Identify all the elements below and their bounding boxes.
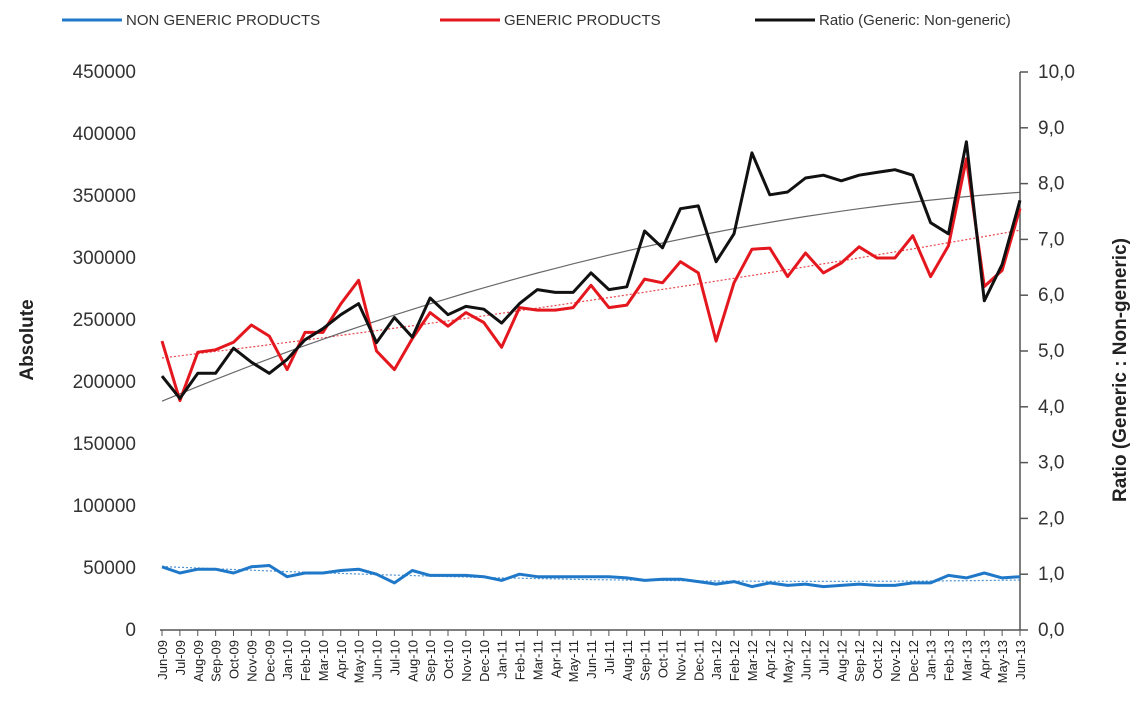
left-axis-title: Absolute	[17, 299, 38, 380]
x-tick-label: May-13	[995, 640, 1010, 683]
x-tick-label: Apr-11	[548, 640, 563, 678]
x-tick-label: Dec-12	[906, 640, 921, 682]
x-tick-label: Mar-11	[530, 640, 545, 680]
left-tick-label: 50000	[83, 558, 136, 579]
right-tick-label: 3,0	[1038, 453, 1064, 474]
x-tick-label: Feb-10	[298, 640, 313, 681]
x-tick-label: Oct-09	[227, 640, 242, 679]
x-tick-label: Apr-10	[334, 640, 349, 679]
x-tick-label: Jul-11	[602, 640, 617, 674]
trendlines	[161, 191, 1021, 582]
series-line-generic-products	[160, 157, 1022, 403]
x-tick-label: Jan-13	[924, 640, 939, 680]
x-tick-label: Sep-11	[638, 640, 653, 681]
x-tick-label: Feb-11	[513, 640, 528, 680]
x-tick-label: Nov-09	[244, 640, 259, 682]
x-tick-label: Dec-11	[691, 640, 706, 681]
x-tick-label: Feb-13	[942, 640, 957, 681]
legend-label-ratio: Ratio (Generic: Non-generic)	[819, 12, 1011, 29]
x-tick-label: Feb-12	[727, 640, 742, 681]
x-tick-label: Aug-12	[834, 640, 849, 682]
legend-label-generic: GENERIC PRODUCTS	[504, 12, 661, 29]
legend-label-non-generic: NON GENERIC PRODUCTS	[126, 12, 320, 29]
x-tick-label: Jun-11	[584, 640, 599, 679]
right-tick-label: 7,0	[1038, 229, 1064, 250]
left-tick-label: 400000	[73, 124, 136, 145]
x-tick-label: Oct-10	[441, 640, 456, 679]
x-tick-label: May-11	[566, 640, 581, 682]
x-tick-label: Jul-12	[816, 640, 831, 675]
x-tick-label: Oct-12	[870, 640, 885, 679]
right-tick-label: 8,0	[1038, 174, 1064, 195]
right-tick-label: 1,0	[1038, 564, 1064, 585]
series-line-ratio-generic-non-generic	[160, 140, 1022, 400]
right-tick-label: 9,0	[1038, 118, 1064, 139]
right-tick-label: 5,0	[1038, 341, 1064, 362]
x-axis-ticks: Jun-09 Jul-09 Aug-09 Sep-09 Oct-09 Nov-09 Dec-…	[155, 630, 1028, 683]
x-tick-label: Mar-10	[316, 640, 331, 681]
x-tick-label: Nov-11	[673, 640, 688, 681]
left-tick-label: 100000	[73, 496, 136, 517]
x-tick-label: Nov-10	[459, 640, 474, 682]
trendline-series-2	[161, 191, 1021, 402]
left-tick-label: 150000	[73, 434, 136, 455]
x-tick-label: Jan-11	[495, 640, 510, 679]
x-tick-label: Aug-10	[405, 640, 420, 682]
series-lines	[160, 140, 1022, 589]
x-tick-label: Jul-09	[173, 640, 188, 675]
x-tick-label: Apr-12	[763, 640, 778, 679]
x-tick-label: May-10	[352, 640, 367, 683]
right-axis-title: Ratio (Generic : Non-generic)	[1110, 238, 1131, 502]
x-tick-label: Jun-13	[1013, 640, 1028, 680]
right-tick-label: 6,0	[1038, 285, 1064, 306]
x-tick-label: Jun-12	[799, 640, 814, 680]
left-axis-ticks: 0 50000 100000 150000 200000 250000 300000 3500…	[73, 62, 136, 641]
x-tick-label: Aug-09	[191, 640, 206, 682]
x-tick-label: Dec-10	[477, 640, 492, 682]
right-tick-label: 0,0	[1038, 620, 1064, 641]
x-tick-label: May-12	[781, 640, 796, 683]
x-tick-label: Sep-09	[209, 640, 224, 682]
x-tick-label: Jan-12	[709, 640, 724, 680]
left-tick-label: 0	[125, 620, 136, 641]
left-tick-label: 200000	[73, 372, 136, 393]
left-tick-label: 450000	[73, 62, 136, 83]
x-tick-label: Jun-10	[370, 640, 385, 680]
x-tick-label: Apr-13	[977, 640, 992, 679]
x-tick-label: Oct-11	[656, 640, 671, 678]
x-tick-label: Nov-12	[888, 640, 903, 682]
x-tick-label: Jun-09	[155, 640, 170, 680]
series-line-non-generic-products	[161, 564, 1021, 589]
left-tick-label: 250000	[73, 310, 136, 331]
x-tick-label: Mar-13	[959, 640, 974, 681]
x-tick-label: Sep-10	[423, 640, 438, 682]
x-tick-label: Jul-10	[387, 640, 402, 675]
x-tick-label: Aug-11	[620, 640, 635, 681]
x-tick-label: Sep-12	[852, 640, 867, 682]
left-tick-label: 300000	[73, 248, 136, 269]
right-tick-label: 10,0	[1038, 62, 1075, 83]
x-tick-label: Jan-10	[280, 640, 295, 680]
right-tick-label: 4,0	[1038, 397, 1064, 418]
x-tick-label: Dec-09	[262, 640, 277, 682]
right-tick-label: 2,0	[1038, 508, 1064, 529]
trendline-series-1	[161, 229, 1021, 359]
trendline-series-0	[161, 565, 1021, 582]
legend: NON GENERIC PRODUCTS GENERIC PRODUCTS Ra…	[62, 12, 1011, 29]
left-tick-label: 350000	[73, 186, 136, 207]
right-axis-ticks: 0,0 1,0 2,0 3,0 4,0 5,0 6,0 7,0 8,0 9,0 10,0	[1020, 62, 1075, 641]
x-tick-label: Mar-12	[745, 640, 760, 681]
